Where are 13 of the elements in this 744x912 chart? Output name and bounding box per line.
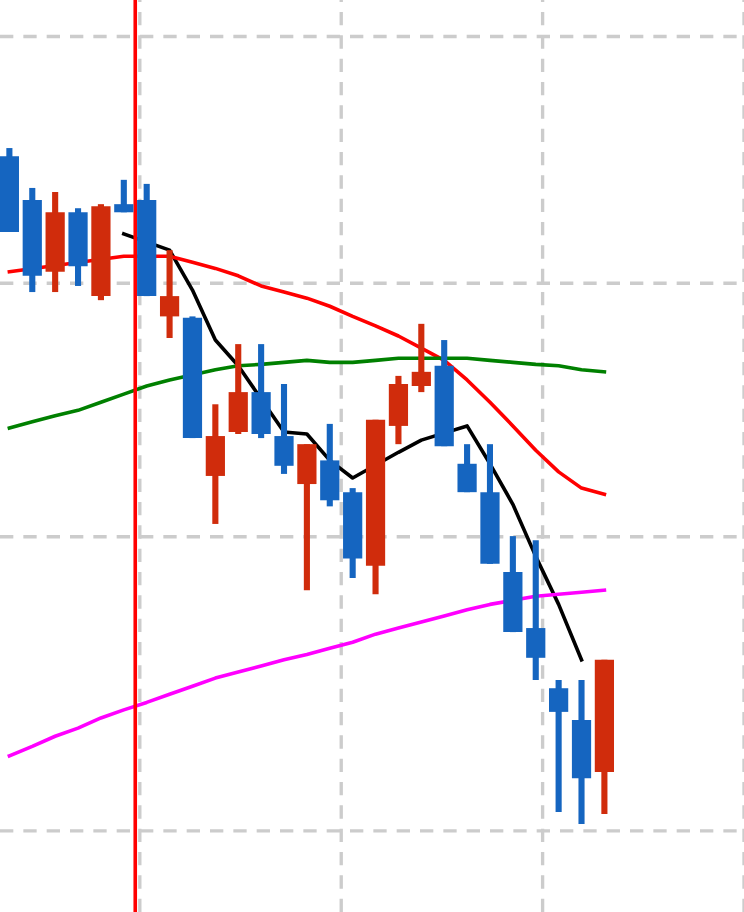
candlestick — [297, 444, 317, 591]
candlestick — [320, 423, 340, 507]
candlestick — [526, 540, 546, 681]
candlestick — [251, 344, 271, 439]
candlestick — [411, 323, 431, 393]
candlestick — [457, 444, 477, 493]
candlestick — [388, 375, 409, 445]
candlestick — [159, 250, 180, 339]
candlestick — [205, 404, 225, 524]
candlestick — [114, 179, 134, 213]
candlestick — [274, 384, 294, 474]
candlestick — [549, 680, 569, 812]
candlestick — [228, 344, 248, 435]
